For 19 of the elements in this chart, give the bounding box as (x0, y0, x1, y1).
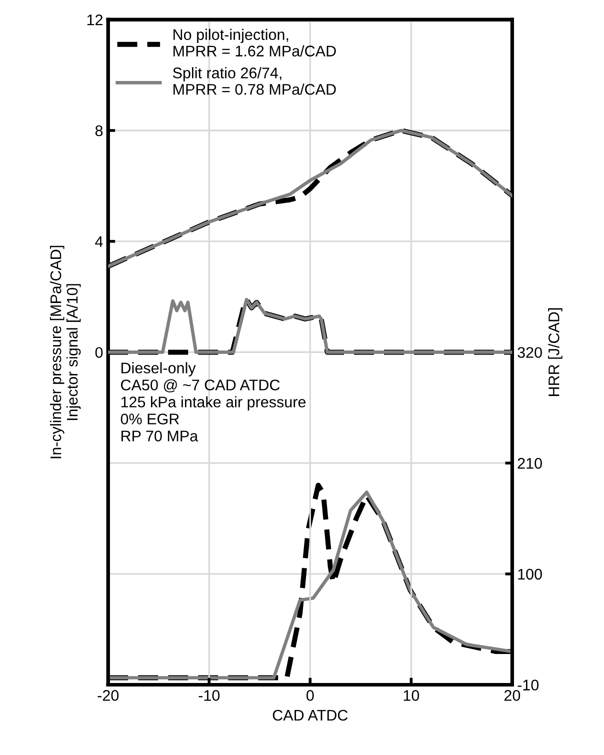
x-axis-title: CAD ATDC (272, 710, 348, 721)
y-tick-label: 8 (95, 125, 103, 136)
x-tick-label: 10 (404, 690, 420, 701)
x-tick-label: 0 (306, 690, 314, 701)
annotation: Diesel-only CA50 @ ~7 CAD ATDC 125 kPa intake air pressure 0% EGR RP 70 MPa (120, 362, 306, 442)
y-tick-label: 4 (95, 236, 103, 247)
y2-axis-title: HRR [J/CAD] (548, 308, 562, 396)
x-tick-label: -20 (98, 690, 119, 701)
legend-label: No pilot-injection, MPRR = 1.62 MPa/CAD (174, 28, 336, 56)
x-tick-label: -10 (198, 690, 220, 701)
y2-tick-label: 210 (518, 458, 542, 469)
legend-label: Split ratio 26/74, MPRR = 0.78 MPa/CAD (172, 67, 336, 95)
y-tick-label: 0 (95, 347, 103, 358)
y2-tick-label: 100 (518, 568, 542, 580)
y-axis-title: In-cylinder pressure [MPa/CAD] Injector signal [A/10] (50, 246, 81, 458)
y2-tick-label: -10 (518, 680, 539, 690)
y2-tick-label: 320 (518, 347, 542, 358)
x-tick-label: 20 (504, 690, 520, 701)
y-tick-label: 12 (87, 14, 102, 26)
